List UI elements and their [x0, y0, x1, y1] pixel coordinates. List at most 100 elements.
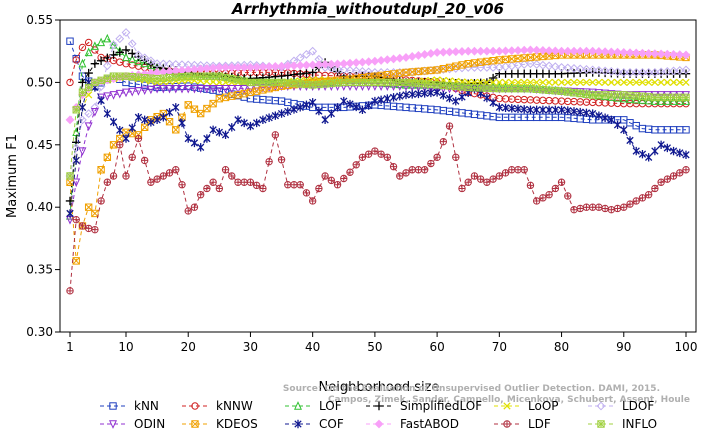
data-point-inflo: [526, 84, 535, 93]
y-tick-label: 0.40: [26, 200, 53, 214]
data-point-ldf: [215, 184, 224, 193]
data-point-kdeos: [84, 203, 93, 211]
data-point-kdeos: [190, 105, 199, 113]
data-point-ldf: [520, 166, 528, 174]
data-point-inflo: [72, 106, 80, 114]
data-point-ldf: [308, 197, 317, 205]
legend-swatch-marker: [503, 402, 511, 410]
data-point-ldof: [308, 46, 318, 56]
data-point-kdeos: [91, 209, 99, 218]
data-point-inflo: [588, 91, 597, 99]
data-point-ldf: [396, 172, 404, 180]
data-point-cof: [147, 118, 155, 127]
data-point-ldf: [153, 175, 161, 183]
data-point-fastabod: [264, 62, 274, 72]
data-point-kdeos: [228, 92, 236, 100]
x-tick-label: 90: [616, 340, 631, 354]
data-point-loop: [669, 78, 678, 87]
data-point-simplifiedlof: [78, 78, 87, 87]
data-point-inflo: [340, 78, 348, 87]
data-point-ldof: [669, 66, 678, 76]
data-point-fastabod: [277, 61, 286, 71]
data-point-ldof: [109, 40, 118, 50]
legend-swatch-marker: [294, 401, 302, 410]
data-point-kdeos: [389, 70, 398, 78]
data-point-ldf: [632, 197, 640, 205]
data-point-cof: [613, 120, 622, 130]
data-point-lof: [134, 56, 143, 66]
data-point-cof: [240, 118, 248, 128]
data-point-inflo: [427, 80, 435, 89]
data-point-inflo: [564, 88, 572, 96]
data-point-fastabod: [494, 46, 504, 56]
data-point-loop: [645, 78, 653, 87]
legend-item-ldof: LDOF: [588, 399, 654, 413]
data-point-fastabod: [588, 46, 598, 56]
data-point-ldf: [420, 166, 429, 174]
data-point-fastabod: [519, 45, 529, 55]
data-point-inflo: [128, 72, 136, 81]
data-point-odin: [215, 84, 224, 94]
data-point-cof: [645, 153, 653, 162]
data-point-fastabod: [507, 46, 517, 56]
data-point-cof: [265, 113, 273, 122]
data-point-inflo: [371, 78, 379, 87]
data-point-simplifiedlof: [90, 59, 100, 68]
data-point-loop: [539, 78, 547, 87]
data-point-inflo: [116, 72, 124, 80]
data-point-odin: [78, 147, 87, 156]
data-point-cof: [128, 123, 136, 133]
data-point-fastabod: [563, 46, 573, 56]
data-point-inflo: [458, 83, 466, 91]
data-point-inflo: [103, 74, 112, 82]
data-point-cof: [533, 105, 541, 115]
data-point-ldof: [650, 68, 660, 77]
data-point-ldof: [563, 63, 573, 73]
data-point-kdeos: [103, 153, 112, 161]
data-point-ldf: [103, 178, 112, 186]
data-point-fastabod: [426, 49, 436, 58]
data-point-ldf: [271, 131, 280, 139]
data-point-inflo: [657, 93, 665, 102]
data-point-ldf: [97, 197, 105, 205]
data-point-loop: [582, 78, 591, 87]
data-point-kdeos: [72, 257, 80, 265]
y-tick-label: 0.55: [26, 13, 53, 27]
data-point-kdeos: [240, 89, 248, 98]
data-point-inflo: [551, 86, 560, 95]
data-point-cof: [582, 108, 591, 118]
data-point-fastabod: [650, 49, 660, 59]
data-point-cof: [589, 109, 597, 118]
data-point-cof: [302, 100, 311, 110]
data-point-ldof: [575, 64, 585, 74]
data-point-ldf: [290, 181, 298, 189]
data-point-ldf: [265, 158, 273, 166]
data-point-cof: [601, 113, 609, 122]
data-point-fastabod: [488, 46, 498, 56]
data-point-ldf: [501, 169, 510, 177]
data-point-loop: [626, 78, 634, 87]
data-point-fastabod: [575, 46, 585, 56]
data-point-ldof: [538, 60, 548, 70]
data-point-kdeos: [252, 87, 261, 95]
series-inflo: [66, 72, 690, 180]
data-point-cof: [632, 146, 640, 156]
data-point-inflo: [277, 78, 286, 87]
data-point-kdeos: [383, 70, 392, 79]
data-point-ldf: [564, 192, 572, 200]
data-point-loop: [663, 78, 671, 87]
data-point-ldf: [228, 172, 236, 180]
data-point-ldof: [675, 66, 685, 75]
data-point-ldf: [383, 153, 392, 161]
data-point-inflo: [122, 72, 130, 80]
data-point-inflo: [414, 79, 423, 88]
data-point-cof: [495, 103, 503, 112]
data-point-fastabod: [358, 57, 367, 67]
data-point-inflo: [495, 84, 504, 93]
data-point-odin: [632, 91, 641, 100]
data-point-kdeos: [203, 104, 211, 113]
data-point-odin: [165, 84, 174, 94]
data-point-ldof: [345, 66, 355, 75]
data-point-cof: [209, 125, 217, 135]
data-point-loop: [215, 78, 223, 87]
